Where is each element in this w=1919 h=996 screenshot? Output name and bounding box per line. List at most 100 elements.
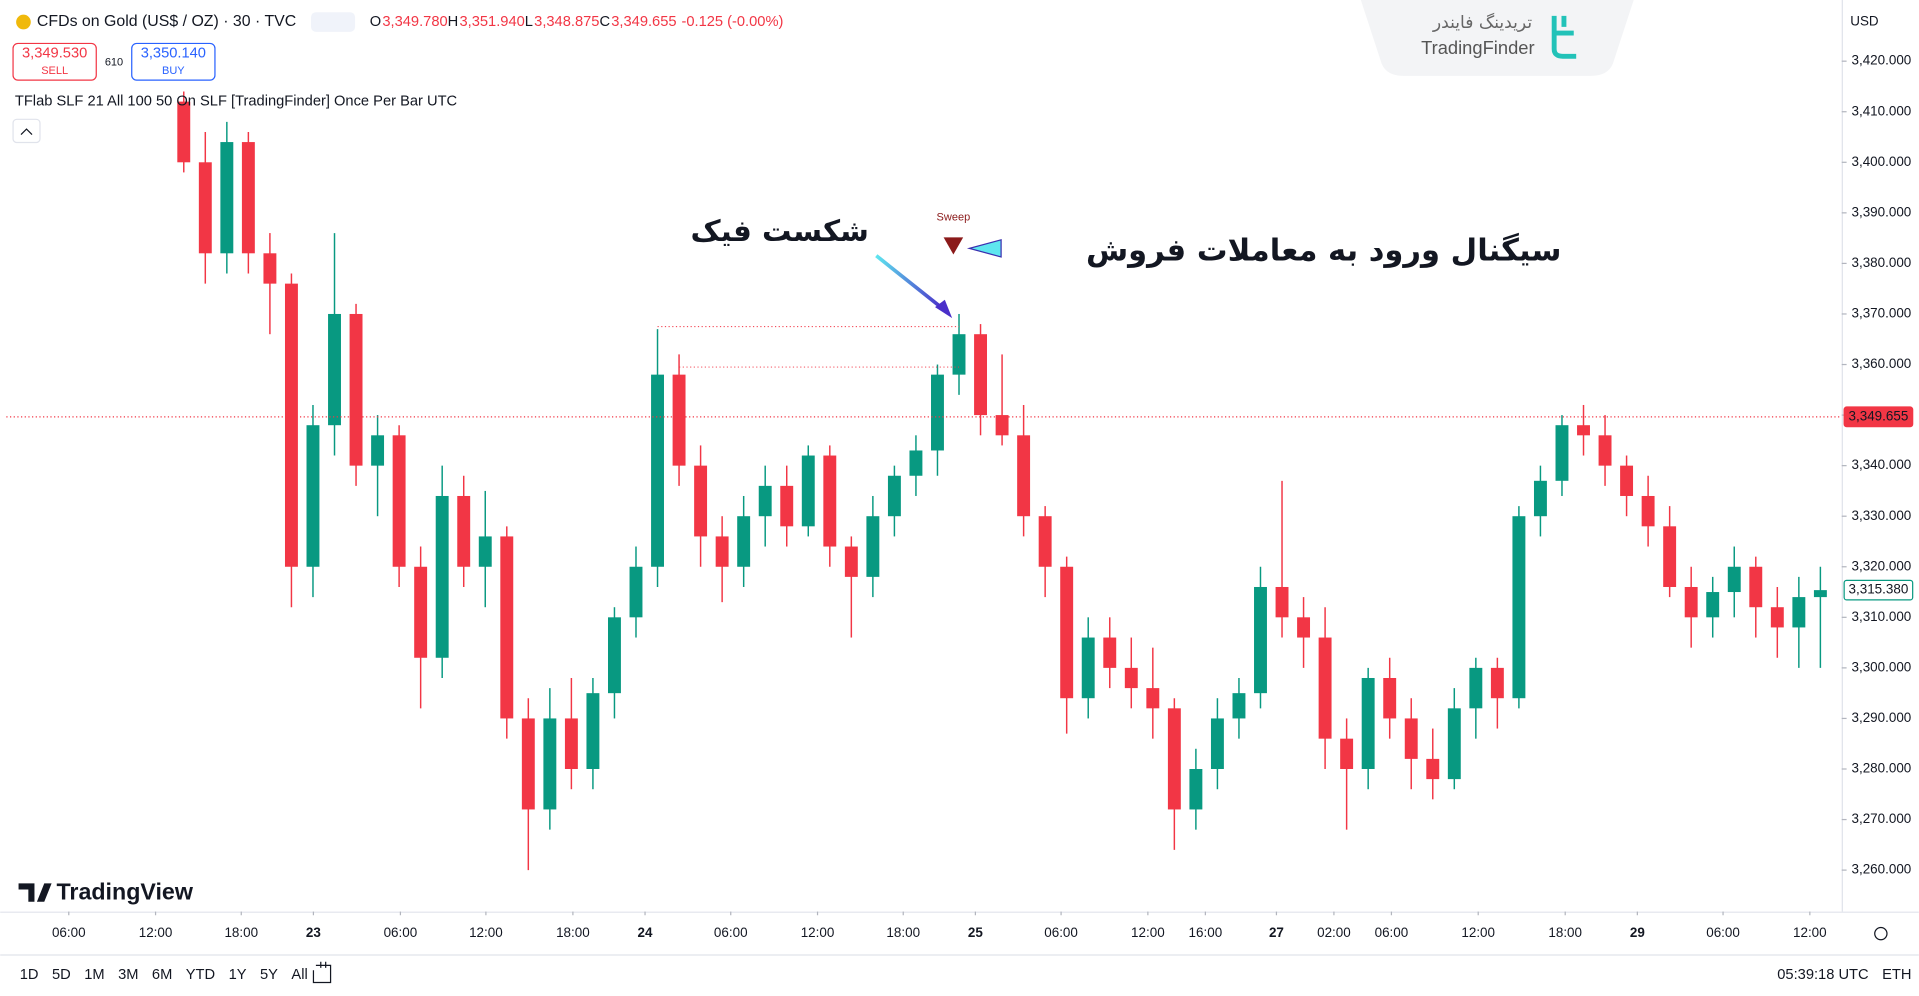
candle-body: [1167, 708, 1181, 810]
y-tick-label: 3,400.000: [1851, 154, 1911, 169]
candle-body: [1426, 758, 1440, 780]
quote-label: H: [448, 14, 459, 30]
indicator-label: TFlab SLF 21 All 100 50 On SLF [TradingF…: [15, 93, 458, 109]
candle-body: [1792, 597, 1806, 628]
quote-label: C: [599, 14, 610, 30]
range-button[interactable]: All: [291, 967, 307, 983]
candle-body: [1555, 425, 1569, 481]
range-button[interactable]: 1Y: [229, 967, 247, 983]
x-tick-label: 29: [1630, 925, 1645, 940]
logo-persian: تریدینگ فایندر: [1432, 12, 1533, 33]
candle-body: [521, 718, 535, 810]
candle-body: [651, 374, 664, 567]
quote-value: 3,349.655: [611, 14, 676, 30]
date-range-icon[interactable]: [312, 961, 332, 984]
y-tick-label: 3,370.000: [1851, 306, 1911, 321]
fake-text: شکست فیک: [691, 214, 869, 248]
candle-body: [629, 566, 643, 618]
plot: 3,260.000 3,270.000 3,280.000 3,290.000 3,30…: [6, 53, 1914, 940]
range-button[interactable]: 5D: [52, 967, 71, 983]
candle-body: [1727, 566, 1741, 593]
y-tick-label: 3,340.000: [1851, 457, 1911, 472]
x-tick-label: 23: [306, 925, 321, 940]
buy-price[interactable]: 3,350.140: [141, 46, 206, 62]
candle-body: [1620, 465, 1634, 496]
price-label: 3,315.380: [1849, 582, 1909, 597]
y-tick-label: 3,310.000: [1851, 609, 1911, 624]
candle-body: [241, 142, 255, 254]
candle-body: [1146, 688, 1160, 709]
candle-body: [1641, 495, 1655, 527]
range-button[interactable]: 1M: [84, 967, 104, 983]
logo-icon: [1551, 15, 1577, 59]
settings-icon[interactable]: [1874, 926, 1888, 941]
buy-label[interactable]: BUY: [162, 65, 185, 77]
x-tick-label: 06:00: [1375, 925, 1409, 940]
candle-body: [306, 425, 320, 567]
candle-body: [284, 283, 298, 567]
candle-body: [952, 334, 966, 375]
currency[interactable]: USD: [1850, 14, 1879, 29]
collapse-icon: [20, 128, 33, 136]
candle-body: [1383, 677, 1397, 719]
quote-change: -0.125 (-0.00%): [681, 14, 783, 30]
x-tick-label: 06:00: [714, 925, 748, 940]
session[interactable]: ETH: [1882, 967, 1911, 983]
candle-body: [414, 566, 428, 658]
sell-button[interactable]: [12, 42, 97, 81]
fake-arrow: [875, 254, 944, 310]
candle-body: [780, 485, 794, 527]
candle-body: [931, 374, 944, 451]
candle-body: [1189, 768, 1203, 810]
toolbar: 1D 5D 1M 3M 6M YTD 1Y 5Y All: [20, 967, 308, 983]
y-tick-label: 3,390.000: [1851, 204, 1911, 219]
collapse-button[interactable]: [12, 118, 41, 144]
buy-button[interactable]: [131, 42, 216, 81]
y-tick-label: 3,300.000: [1851, 659, 1911, 674]
candle-body: [198, 162, 212, 254]
candle-body: [564, 718, 578, 769]
candle-body: [607, 617, 621, 694]
candle-body: [1254, 586, 1267, 694]
candle-body: [1340, 738, 1354, 769]
candle-body: [1813, 590, 1827, 598]
spread: 610: [105, 56, 123, 68]
candle-body: [349, 313, 363, 466]
candle-body: [694, 465, 708, 537]
y-tick-label: 3,360.000: [1851, 356, 1911, 371]
x-tick-label: 18:00: [886, 925, 920, 940]
clock: 05:39:18 UTC: [1777, 967, 1869, 983]
candle-body: [1749, 566, 1763, 608]
range-button[interactable]: 6M: [152, 967, 172, 983]
range-button[interactable]: 5Y: [260, 967, 278, 983]
candle-body: [974, 334, 988, 416]
candle-body: [1081, 637, 1095, 699]
y-tick-label: 3,270.000: [1851, 811, 1911, 826]
range-button[interactable]: 3M: [118, 967, 138, 983]
x-tick-label: 18:00: [1548, 925, 1582, 940]
candle-body: [672, 374, 686, 466]
x-tick-label: 12:00: [801, 925, 835, 940]
range-button[interactable]: 1D: [20, 967, 39, 983]
candle-body: [1684, 586, 1698, 618]
candle-body: [586, 693, 600, 769]
quote-label: L: [525, 14, 533, 30]
symbol[interactable]: CFDs on Gold (US$ / OZ) · 30 · TVC: [37, 13, 296, 30]
logo-latin: TradingFinder: [1421, 37, 1535, 58]
candle-body: [220, 142, 234, 254]
candle-body: [263, 253, 277, 284]
range-button[interactable]: YTD: [186, 967, 215, 983]
compare-toggle[interactable]: [310, 12, 356, 32]
candle-body: [1469, 667, 1483, 709]
sell-price[interactable]: 3,349.530: [22, 46, 87, 62]
candle-body: [478, 536, 492, 567]
candle-body: [1210, 718, 1224, 769]
price-label-box: [1843, 579, 1914, 601]
candle-body: [1490, 667, 1504, 699]
candle-body: [1318, 637, 1332, 739]
watermark: TradingView: [56, 878, 193, 904]
candle-body: [1577, 425, 1590, 436]
candle-body: [543, 718, 557, 810]
sell-label[interactable]: SELL: [41, 65, 68, 77]
